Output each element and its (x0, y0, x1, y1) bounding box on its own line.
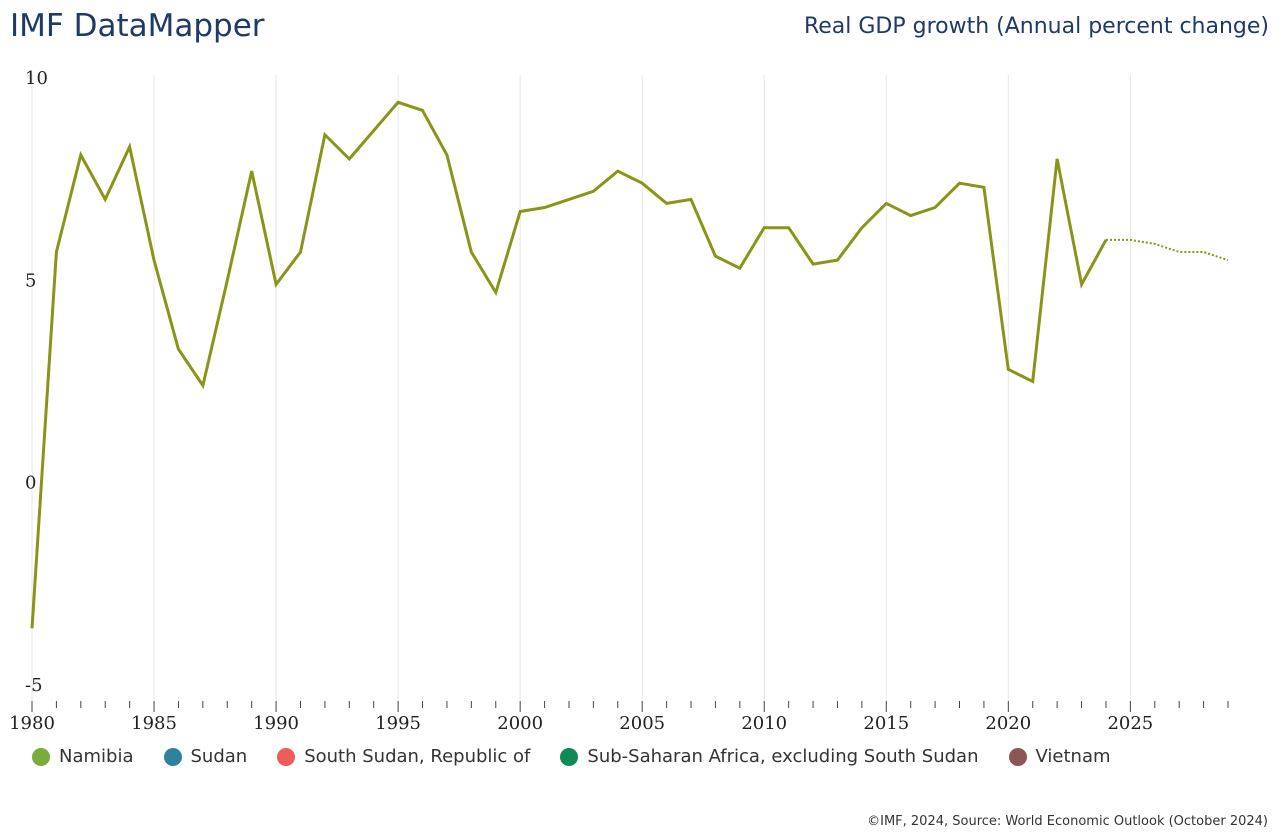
data-point[interactable] (835, 258, 839, 262)
data-point[interactable] (591, 189, 595, 193)
data-point[interactable] (933, 205, 937, 209)
y-tick-label: 10 (25, 68, 48, 89)
legend-dot-icon (560, 747, 579, 766)
x-tick-label: 1980 (9, 713, 55, 734)
data-point[interactable] (445, 153, 449, 157)
data-point[interactable] (1055, 157, 1059, 161)
data-point[interactable] (884, 201, 888, 205)
data-point[interactable] (30, 626, 34, 630)
data-point[interactable] (713, 254, 717, 258)
x-tick-label: 2000 (497, 713, 543, 734)
source-footer: ©IMF, 2024, Source: World Economic Outlo… (867, 814, 1268, 829)
brand-title: IMF DataMapper (10, 8, 265, 44)
data-point[interactable] (79, 153, 83, 157)
data-point[interactable] (1226, 258, 1230, 262)
data-point[interactable] (274, 282, 278, 286)
data-point[interactable] (518, 210, 522, 214)
y-tick-label: 0 (25, 473, 36, 494)
data-point[interactable] (1153, 242, 1157, 246)
data-point[interactable] (1128, 238, 1132, 242)
data-point[interactable] (469, 250, 473, 254)
y-tick-label: -5 (25, 675, 43, 696)
x-tick-label: 1985 (131, 713, 177, 734)
data-point[interactable] (787, 226, 791, 230)
x-tick-label: 1995 (375, 713, 421, 734)
data-point[interactable] (103, 197, 107, 201)
legend-item-vietnam[interactable]: Vietnam (1008, 746, 1111, 767)
data-point[interactable] (958, 181, 962, 185)
legend-label: South Sudan, Republic of (304, 746, 531, 767)
x-tick-label: 2020 (985, 713, 1031, 734)
data-point[interactable] (811, 262, 815, 266)
data-point[interactable] (860, 226, 864, 230)
data-point[interactable] (372, 129, 376, 133)
x-tick-label: 2015 (863, 713, 909, 734)
data-point[interactable] (689, 197, 693, 201)
indicator-title: Real GDP growth (Annual percent change) (803, 14, 1269, 39)
data-point[interactable] (982, 185, 986, 189)
x-tick-label: 1990 (253, 713, 299, 734)
data-point[interactable] (421, 108, 425, 112)
data-point[interactable] (1202, 250, 1206, 254)
data-point[interactable] (1031, 380, 1035, 384)
legend-label: Sudan (190, 746, 248, 767)
legend: Namibia Sudan South Sudan, Republic of Sub-… (32, 746, 1141, 767)
chart-series (30, 100, 1230, 630)
data-point[interactable] (640, 181, 644, 185)
x-tick-label: 2010 (741, 713, 787, 734)
series-forecast-line-namibia[interactable] (1106, 238, 1229, 262)
data-point[interactable] (225, 278, 229, 282)
data-point[interactable] (298, 250, 302, 254)
y-tick-label: 5 (25, 270, 36, 291)
legend-label: Sub-Saharan Africa, excluding South Suda… (587, 746, 979, 767)
legend-item-south-sudan-republic-of[interactable]: South Sudan, Republic of (277, 746, 530, 767)
data-point[interactable] (1104, 238, 1108, 242)
data-point[interactable] (323, 133, 327, 137)
legend-dot-icon (32, 747, 50, 766)
legend-item-namibia[interactable]: Namibia (32, 746, 134, 767)
x-axis-ticks: 1980 1985 1990 1995 2000 2005 2010 2015 2020 2025 (9, 713, 1153, 734)
y-axis-ticks: -5 0 5 10 (25, 68, 48, 696)
line-chart: -5 0 5 10 1980 1985 1990 1995 2000 2005 2010 2015 2… (9, 68, 1230, 734)
data-point[interactable] (1006, 367, 1010, 371)
x-tick-label: 2005 (619, 713, 665, 734)
data-point[interactable] (909, 214, 913, 218)
data-point[interactable] (567, 197, 571, 201)
data-point[interactable] (494, 290, 498, 294)
data-point[interactable] (616, 169, 620, 173)
data-point[interactable] (396, 100, 400, 104)
data-point[interactable] (152, 258, 156, 262)
legend-label: Namibia (59, 746, 134, 767)
series-line-namibia[interactable] (30, 100, 1108, 629)
data-point[interactable] (1080, 282, 1084, 286)
data-point[interactable] (665, 201, 669, 205)
legend-label: Vietnam (1035, 746, 1111, 767)
legend-dot-icon (277, 747, 296, 766)
data-point[interactable] (128, 145, 132, 149)
data-point[interactable] (176, 347, 180, 351)
data-point[interactable] (54, 250, 58, 254)
legend-item-sudan[interactable]: Sudan (163, 746, 248, 767)
legend-dot-icon (1008, 747, 1027, 766)
data-point[interactable] (250, 169, 254, 173)
x-tick-label: 2025 (1107, 713, 1153, 734)
legend-dot-icon (163, 747, 182, 766)
data-point[interactable] (1177, 250, 1181, 254)
legend-item-sub-saharan-africa-excluding-south-sudan[interactable]: Sub-Saharan Africa, excluding South Suda… (560, 746, 979, 767)
data-point[interactable] (201, 384, 205, 388)
chart-grid (31, 75, 1229, 712)
data-point[interactable] (347, 157, 351, 161)
data-point[interactable] (762, 226, 766, 230)
data-point[interactable] (543, 205, 547, 209)
data-point[interactable] (738, 266, 742, 270)
